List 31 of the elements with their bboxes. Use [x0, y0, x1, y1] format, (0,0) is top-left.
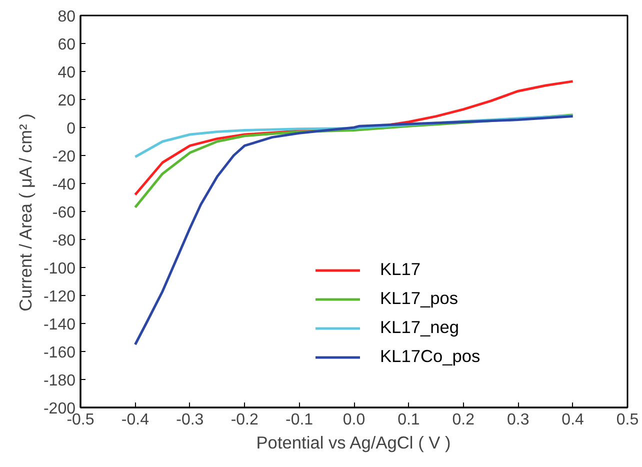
x-tick-label: 0.4	[562, 412, 584, 428]
x-tick-label: -0.3	[176, 412, 204, 428]
y-tick-label: 60	[58, 36, 76, 54]
y-tick-label: -80	[52, 232, 76, 250]
y-tick-label: 20	[58, 92, 76, 110]
x-tick-label: 0.0	[342, 412, 366, 428]
y-tick-label: -120	[43, 288, 76, 306]
legend-label: KL17_pos	[380, 288, 458, 309]
y-axis-title: Current / Area ( μA / cm² )	[15, 114, 36, 312]
y-tick-label: -20	[52, 148, 76, 166]
x-tick-label: -0.1	[286, 412, 314, 428]
line-series	[134, 115, 574, 346]
y-tick-label: -100	[43, 260, 76, 278]
y-tick-label: 0	[66, 120, 76, 138]
y-tick-label: 80	[58, 8, 76, 26]
legend-label: KL17_neg	[380, 317, 460, 338]
legend-label: KL17	[380, 259, 420, 280]
y-tick-label: -40	[52, 176, 76, 194]
y-tick-label: -140	[43, 316, 76, 334]
x-tick-label: 0.5	[616, 412, 639, 428]
x-tick-label: 0.2	[452, 412, 475, 428]
x-tick-label: -0.4	[121, 412, 150, 428]
x-tick-label: 0.1	[398, 412, 420, 428]
x-tick-label: -0.2	[230, 412, 258, 428]
y-tick-label: -180	[43, 372, 76, 390]
y-tick-label: 40	[58, 64, 76, 82]
y-tick-label: -160	[43, 344, 76, 362]
x-tick-label: 0.3	[506, 412, 530, 428]
x-axis-title: Potential vs Ag/AgCl ( V )	[256, 432, 451, 452]
legend-label: KL17Co_pos	[380, 346, 480, 367]
y-tick-label: -60	[52, 204, 76, 222]
